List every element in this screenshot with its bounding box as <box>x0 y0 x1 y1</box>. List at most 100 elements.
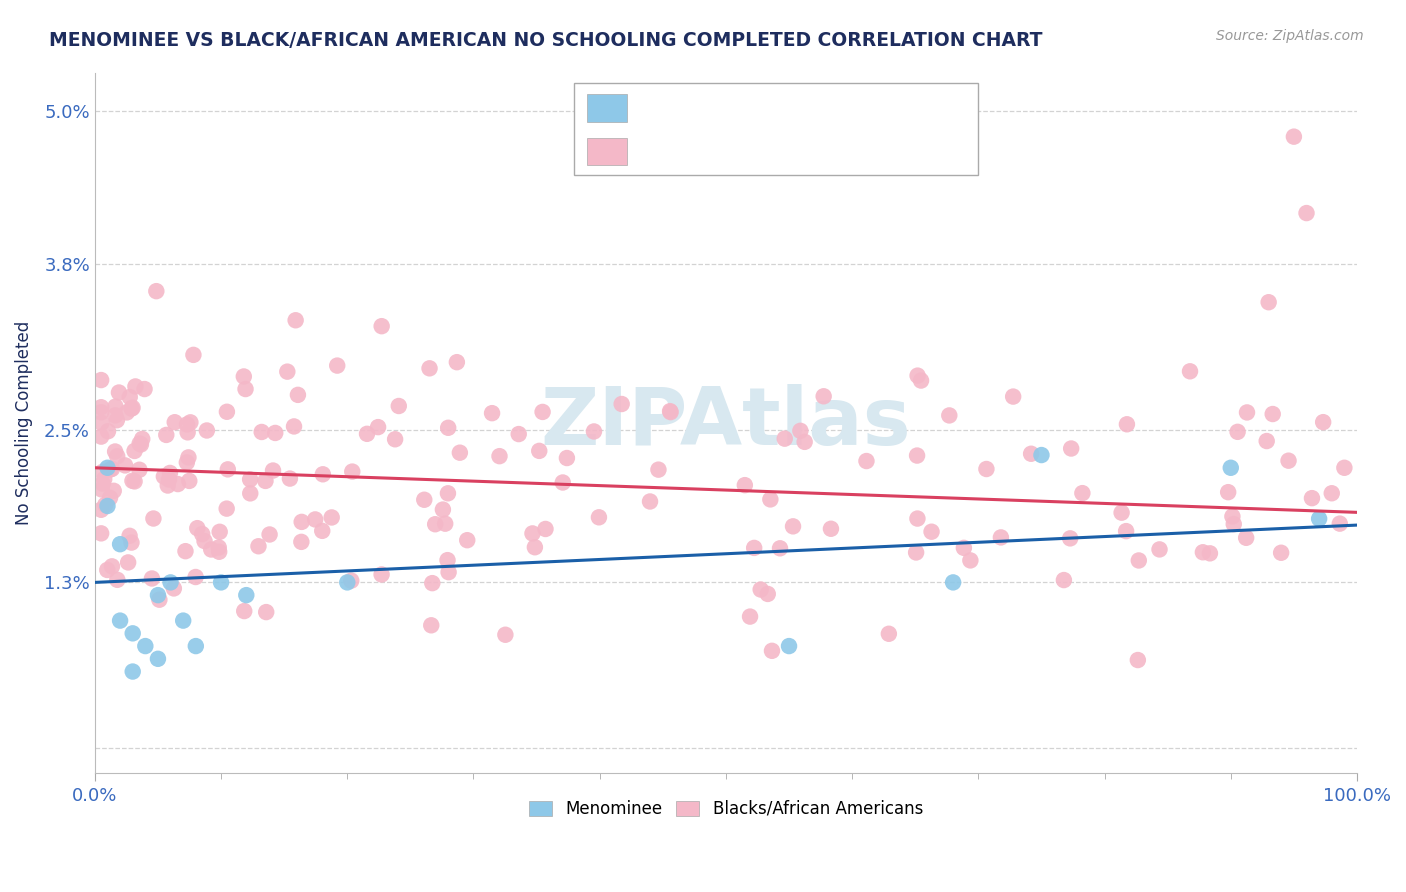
Point <box>793 434 815 449</box>
Point <box>159 575 181 590</box>
Point <box>217 462 239 476</box>
Point <box>215 501 238 516</box>
Point <box>121 474 143 488</box>
Point <box>91 465 114 479</box>
Point <box>208 541 231 555</box>
Point <box>551 475 574 490</box>
Point <box>90 526 112 541</box>
Point <box>105 413 128 427</box>
Point <box>163 415 186 429</box>
Point <box>124 444 146 458</box>
Point <box>1295 206 1317 220</box>
Point <box>276 365 298 379</box>
Point <box>195 424 218 438</box>
Point <box>508 427 530 442</box>
Point <box>104 409 127 423</box>
Point <box>610 397 633 411</box>
Point <box>340 574 363 588</box>
Point <box>990 530 1012 544</box>
Point <box>90 373 112 387</box>
Point <box>910 374 932 388</box>
Point <box>1282 129 1305 144</box>
Point <box>759 492 782 507</box>
Point <box>118 390 141 404</box>
Point <box>905 449 928 463</box>
Point <box>778 639 800 653</box>
Point <box>134 639 156 653</box>
Point <box>91 476 114 491</box>
Point <box>254 474 277 488</box>
Point <box>773 432 796 446</box>
Point <box>115 405 138 419</box>
Point <box>200 542 222 557</box>
Point <box>1301 491 1323 505</box>
Point <box>938 409 960 423</box>
Point <box>215 405 238 419</box>
Point <box>105 573 128 587</box>
Point <box>96 499 118 513</box>
Point <box>1277 453 1299 467</box>
Point <box>264 425 287 440</box>
Point <box>155 428 177 442</box>
Point <box>370 319 392 334</box>
Point <box>1059 532 1081 546</box>
Point <box>105 450 128 464</box>
Point <box>291 515 314 529</box>
Point <box>659 405 682 419</box>
Point <box>128 463 150 477</box>
Point <box>434 516 457 531</box>
Point <box>321 510 343 524</box>
Point <box>531 405 554 419</box>
Point <box>93 472 115 486</box>
Point <box>1218 485 1240 500</box>
Point <box>1192 545 1215 559</box>
Point <box>1226 425 1249 439</box>
Point <box>191 527 214 541</box>
Point <box>813 389 835 403</box>
Point <box>304 512 326 526</box>
Point <box>134 382 156 396</box>
Point <box>370 567 392 582</box>
Point <box>183 348 205 362</box>
Point <box>1256 434 1278 448</box>
Point <box>588 510 610 524</box>
Point <box>529 443 551 458</box>
Point <box>311 524 333 538</box>
Point <box>1178 364 1201 378</box>
Point <box>90 401 112 415</box>
Point <box>820 522 842 536</box>
Point <box>239 472 262 486</box>
Point <box>1219 460 1241 475</box>
Point <box>769 541 792 556</box>
Point <box>108 537 131 551</box>
Point <box>129 437 152 451</box>
Point <box>232 369 254 384</box>
Point <box>1019 447 1042 461</box>
Point <box>90 416 112 430</box>
Point <box>177 450 200 465</box>
Point <box>1115 524 1137 538</box>
Point <box>1312 415 1334 429</box>
Point <box>742 541 765 555</box>
Point <box>582 425 605 439</box>
Point <box>1128 553 1150 567</box>
Point <box>959 553 981 567</box>
Point <box>117 556 139 570</box>
Point <box>1236 405 1258 419</box>
Point <box>90 429 112 443</box>
Point <box>921 524 943 539</box>
Point <box>90 405 112 419</box>
Point <box>1199 546 1222 560</box>
Point <box>1031 448 1053 462</box>
Point <box>384 432 406 446</box>
Point <box>235 588 257 602</box>
Point <box>121 535 143 549</box>
Point <box>420 576 443 591</box>
Point <box>312 467 335 482</box>
Point <box>233 604 256 618</box>
Point <box>336 575 359 590</box>
Point <box>121 665 143 679</box>
Point <box>124 475 146 489</box>
Point <box>738 609 761 624</box>
Point <box>208 545 231 559</box>
